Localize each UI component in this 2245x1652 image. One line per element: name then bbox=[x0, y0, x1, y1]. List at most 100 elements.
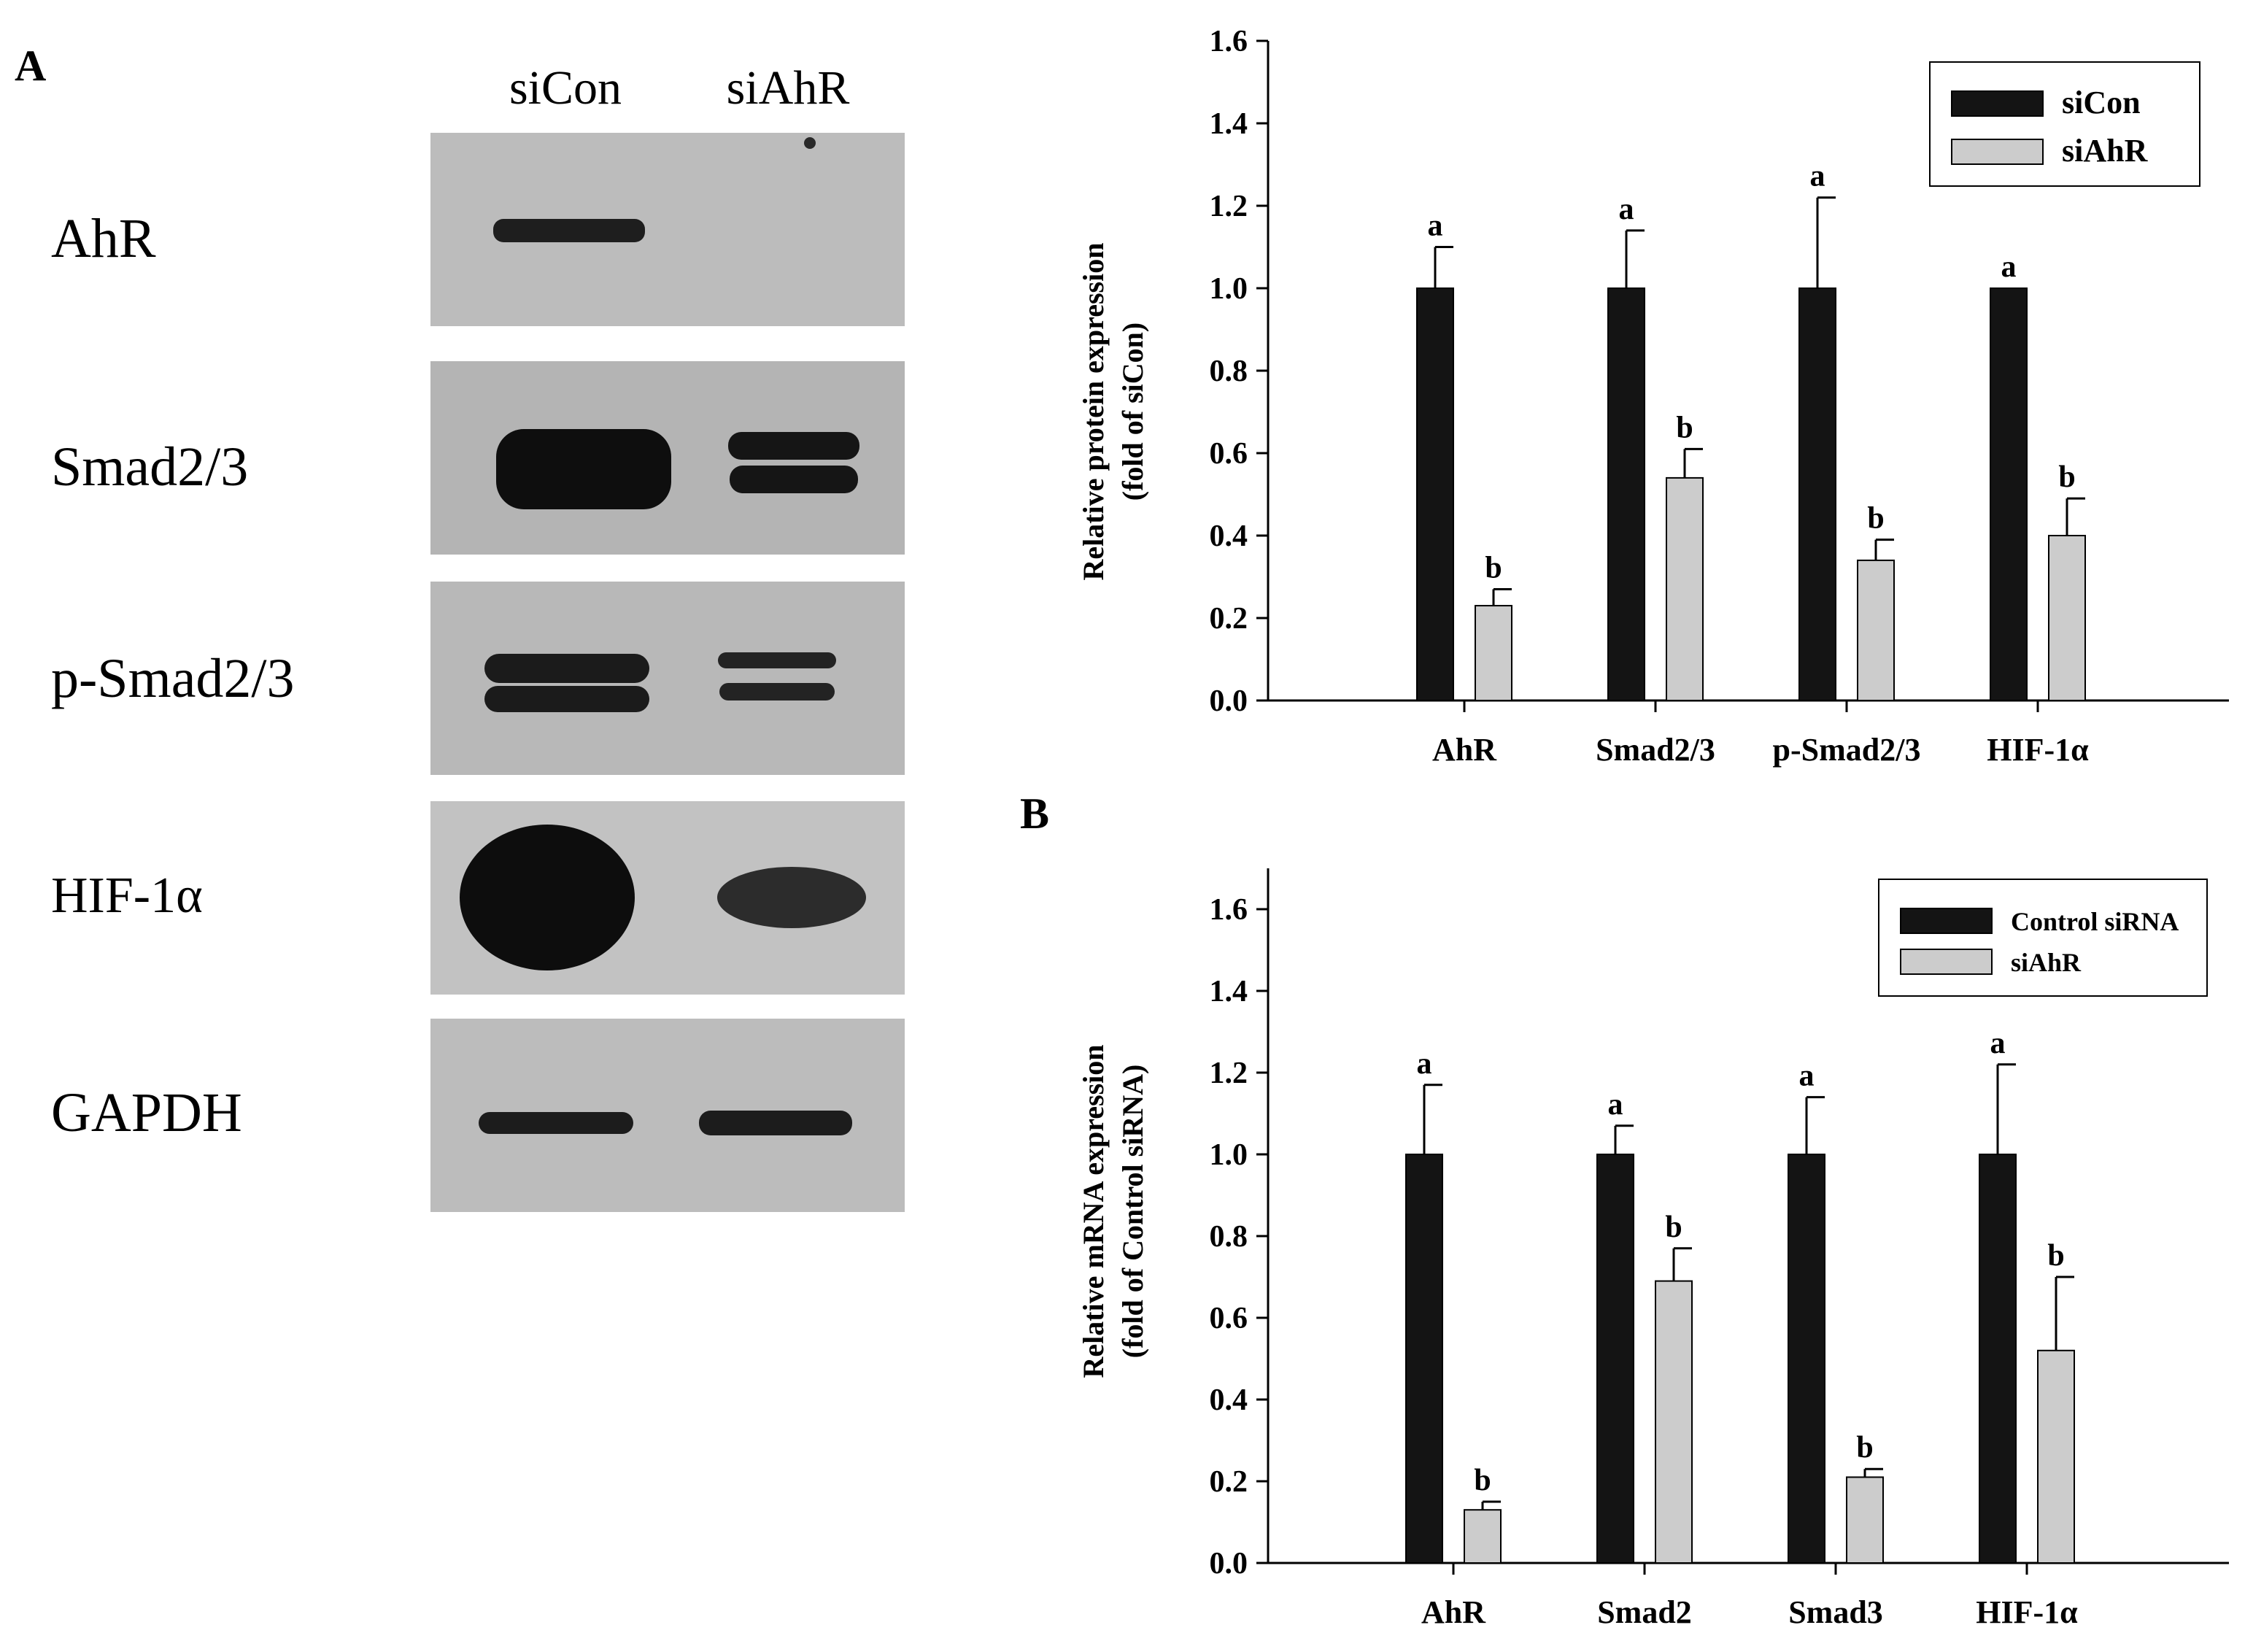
bar bbox=[1464, 1509, 1502, 1564]
category-label: Smad2/3 bbox=[1596, 732, 1715, 768]
band-hif1a-siahr bbox=[717, 867, 866, 928]
legend-swatch bbox=[1951, 139, 2044, 165]
significance-label: b bbox=[1676, 411, 1693, 444]
bar bbox=[1846, 1476, 1884, 1564]
chartB-bars: a b a b a b a b bbox=[1405, 1027, 2075, 1564]
significance-label: b bbox=[1856, 1431, 1873, 1464]
legend-label: Control siRNA bbox=[2011, 907, 2179, 936]
category-label: p-Smad2/3 bbox=[1773, 732, 1921, 768]
blot-label-ahr: AhR bbox=[51, 208, 156, 269]
y-tick-label: 0.6 bbox=[1210, 1302, 1248, 1335]
bar bbox=[1788, 1154, 1825, 1564]
western-blot: siCon siAhR AhR Smad2/3 p-Smad2/3 HIF-1α… bbox=[51, 61, 905, 1212]
band-psmad23-siahr-lower bbox=[719, 683, 835, 700]
significance-label: b bbox=[1474, 1464, 1491, 1497]
y-tick-label: 0.6 bbox=[1210, 437, 1248, 471]
bar bbox=[1416, 287, 1454, 701]
bar bbox=[1655, 1280, 1693, 1564]
blot-label-smad23: Smad2/3 bbox=[51, 436, 248, 498]
bar bbox=[1857, 559, 1895, 702]
blot-speck bbox=[804, 137, 816, 149]
y-tick-label: 1.4 bbox=[1210, 107, 1248, 141]
band-gapdh-sicon bbox=[479, 1112, 633, 1134]
bar bbox=[1798, 287, 1836, 701]
chartB-categories: AhR Smad2 Smad3 HIF-1α bbox=[1421, 1594, 2078, 1630]
significance-label: a bbox=[1799, 1059, 1815, 1093]
chartA-ylabel-line1: Relative protein expression bbox=[1077, 243, 1110, 581]
significance-label: a bbox=[1428, 209, 1443, 243]
legend-label: siAhR bbox=[2062, 133, 2149, 169]
bar bbox=[1596, 1154, 1634, 1564]
y-tick-label: 0.8 bbox=[1210, 1220, 1248, 1254]
significance-label: b bbox=[1665, 1211, 1682, 1244]
blot-label-gapdh: GAPDH bbox=[51, 1082, 242, 1143]
legend-box bbox=[1878, 879, 2208, 997]
bar bbox=[1475, 605, 1512, 701]
bar bbox=[2037, 1349, 2075, 1564]
significance-label: a bbox=[1810, 160, 1825, 193]
bar bbox=[1990, 287, 2028, 701]
legend-label: siAhR bbox=[2011, 948, 2082, 977]
y-tick-label: 0.0 bbox=[1210, 1547, 1248, 1580]
category-label: AhR bbox=[1432, 732, 1497, 768]
chartB-ylabel-line1: Relative mRNA expression bbox=[1077, 1045, 1110, 1378]
category-label: Smad2 bbox=[1597, 1594, 1692, 1630]
panel-label-a: A bbox=[15, 42, 46, 90]
chartA-ticks: 0.0 0.2 0.4 0.6 0.8 1.0 1.2 1.4 1.6 bbox=[1210, 25, 2039, 718]
legend-box bbox=[1929, 61, 2200, 187]
band-psmad23-sicon-upper bbox=[484, 654, 649, 683]
significance-label: b bbox=[1485, 551, 1502, 584]
y-tick-label: 0.4 bbox=[1210, 520, 1248, 553]
legend-swatch bbox=[1951, 90, 2044, 117]
band-smad23-siahr-upper bbox=[728, 432, 859, 460]
category-label: HIF-1α bbox=[1976, 1594, 2078, 1630]
category-label: AhR bbox=[1421, 1594, 1486, 1630]
y-tick-label: 1.0 bbox=[1210, 1138, 1248, 1172]
lane-label-sicon: siCon bbox=[509, 61, 622, 115]
y-tick-label: 0.8 bbox=[1210, 355, 1248, 388]
y-tick-label: 0.4 bbox=[1210, 1383, 1248, 1417]
bar bbox=[1666, 476, 1704, 702]
y-tick-label: 1.6 bbox=[1210, 25, 1248, 58]
legend-swatch bbox=[1900, 908, 1993, 934]
significance-label: a bbox=[1990, 1027, 2006, 1060]
chartA-ylabel-line2: (fold of siCon) bbox=[1116, 323, 1149, 501]
blot-label-hif1a: HIF-1α bbox=[51, 868, 203, 924]
significance-label: a bbox=[2001, 250, 2017, 284]
chartB-legend: Control siRNA siAhR bbox=[1878, 879, 2208, 997]
significance-label: b bbox=[2047, 1239, 2064, 1273]
chartA-bars: a b a b a b a b bbox=[1416, 160, 2086, 702]
protein-expression-chart: a b a b a b a b 0.0 0.2 0.4 0.6 0.8 1.0 1.2 1.4 1.6 AhR… bbox=[1077, 25, 2229, 768]
chartB-ylabel-line2: (fold of Control siRNA) bbox=[1116, 1065, 1149, 1359]
legend-swatch bbox=[1900, 949, 1993, 975]
band-psmad23-sicon-lower bbox=[484, 686, 649, 712]
category-label: Smad3 bbox=[1788, 1594, 1883, 1630]
y-tick-label: 0.0 bbox=[1210, 684, 1248, 718]
mrna-expression-chart: a b a b a b a b 0.0 0.2 0.4 0.6 0.8 1.0 1.2 1.4 1.6 AhR… bbox=[1077, 868, 2229, 1630]
bar bbox=[1979, 1154, 2017, 1564]
bar bbox=[2048, 535, 2086, 701]
y-tick-label: 1.0 bbox=[1210, 272, 1248, 306]
band-smad23-siahr-lower bbox=[730, 466, 858, 493]
panel-label-b: B bbox=[1020, 790, 1049, 838]
band-ahr-sicon bbox=[493, 219, 645, 242]
chartA-legend: siCon siAhR bbox=[1929, 61, 2200, 187]
significance-label: a bbox=[1417, 1047, 1432, 1081]
significance-label: b bbox=[2058, 460, 2075, 494]
category-label: HIF-1α bbox=[1987, 732, 2089, 768]
bar bbox=[1607, 287, 1645, 701]
band-hif1a-sicon bbox=[460, 825, 635, 970]
y-tick-label: 1.2 bbox=[1210, 190, 1248, 223]
chartA-categories: AhR Smad2/3 p-Smad2/3 HIF-1α bbox=[1432, 732, 2089, 768]
significance-label: a bbox=[1608, 1088, 1623, 1122]
y-tick-label: 1.2 bbox=[1210, 1057, 1248, 1090]
significance-label: a bbox=[1619, 193, 1634, 226]
y-tick-label: 0.2 bbox=[1210, 1465, 1248, 1499]
legend-label: siCon bbox=[2062, 85, 2141, 120]
band-psmad23-siahr-upper bbox=[718, 652, 836, 668]
y-tick-label: 1.4 bbox=[1210, 975, 1248, 1008]
significance-label: b bbox=[1867, 502, 1884, 536]
band-smad23-sicon bbox=[496, 429, 671, 509]
y-tick-label: 1.6 bbox=[1210, 893, 1248, 927]
